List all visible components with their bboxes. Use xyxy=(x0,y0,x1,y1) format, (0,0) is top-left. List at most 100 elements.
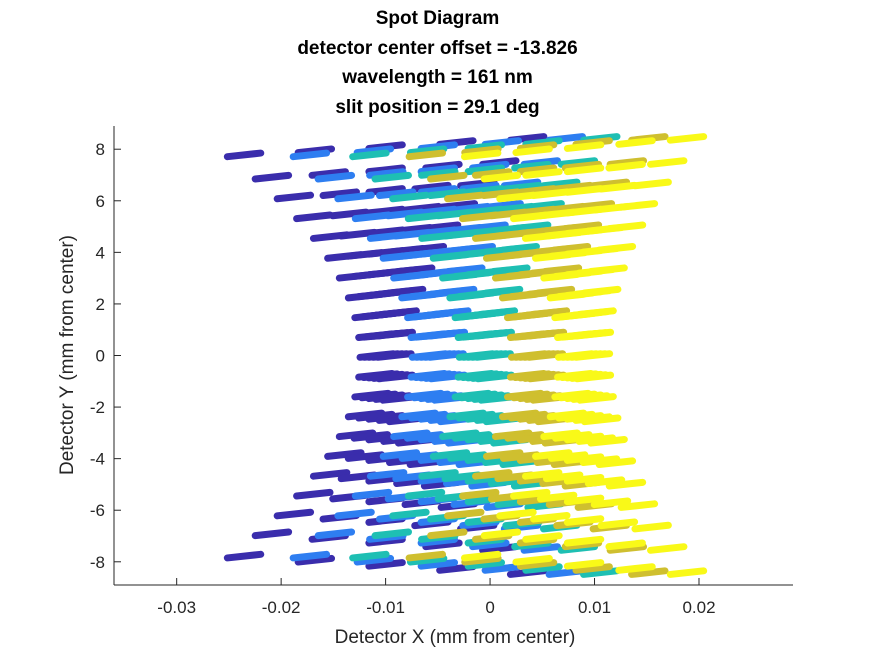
spot-dash xyxy=(365,185,406,196)
spot-dash xyxy=(516,141,558,152)
spot-dash xyxy=(631,521,672,533)
spot-dash xyxy=(293,488,334,500)
spot-dash xyxy=(329,208,370,220)
spot-dash xyxy=(499,242,540,254)
spot-dash xyxy=(375,328,416,340)
spot-dash xyxy=(445,264,486,276)
spot-dash xyxy=(293,211,334,223)
spot-dash xyxy=(334,191,375,203)
spot-dash xyxy=(534,285,576,297)
spot-dash xyxy=(344,451,386,462)
spot-dash xyxy=(605,160,646,172)
spot-dash xyxy=(461,145,502,157)
y-tick-label: 4 xyxy=(96,243,105,262)
spot-dash xyxy=(418,469,459,480)
spot-dash xyxy=(563,185,605,196)
spot-dash xyxy=(615,563,656,574)
x-tick-label: -0.02 xyxy=(262,598,301,617)
spot-dash xyxy=(496,508,537,520)
spot-dash xyxy=(589,178,631,190)
spot-dash xyxy=(431,307,472,318)
spot-dash xyxy=(496,191,537,203)
spot-dash xyxy=(563,559,605,570)
spot-dash xyxy=(365,205,406,217)
spot-dash xyxy=(563,494,605,506)
spot-dash xyxy=(351,211,393,223)
spot-dash xyxy=(394,264,436,276)
spot-dash xyxy=(314,528,356,540)
spot-dash xyxy=(411,181,452,193)
spot-dash xyxy=(447,451,488,462)
spot-dash xyxy=(406,145,448,157)
spot-dash xyxy=(468,221,509,233)
spot-dash xyxy=(427,328,469,340)
spot-dash xyxy=(482,285,524,297)
spot-dash xyxy=(472,469,513,480)
spot-dash xyxy=(628,567,669,578)
spot-dash xyxy=(529,307,571,318)
spot-dash xyxy=(606,157,648,168)
spot-dash xyxy=(511,160,552,172)
spot-dash xyxy=(420,221,462,233)
spot-dash xyxy=(617,500,659,511)
spot-dash xyxy=(459,181,500,193)
spot-dash xyxy=(379,449,421,460)
spot-dash xyxy=(561,160,603,172)
spot-dash xyxy=(522,137,563,148)
spot-dash xyxy=(464,185,506,196)
spot-dash xyxy=(520,543,562,554)
spot-dash xyxy=(647,543,688,554)
spot-dash xyxy=(580,414,622,426)
spot-dash xyxy=(474,371,515,383)
spot-dash xyxy=(353,145,395,157)
spot-dash xyxy=(251,171,293,183)
spot-dash xyxy=(450,202,491,214)
y-tick-label: -2 xyxy=(90,398,105,417)
spot-dash xyxy=(365,559,406,570)
spot-dash xyxy=(349,149,390,161)
spot-dash xyxy=(469,539,510,551)
spot-dash xyxy=(597,518,639,530)
spot-dash xyxy=(365,164,406,176)
spot-dash xyxy=(294,554,336,566)
spot-dash xyxy=(550,242,592,254)
spot-dash xyxy=(522,168,563,179)
spot-dash xyxy=(561,221,603,233)
spot-dash xyxy=(590,497,632,509)
spot-dash xyxy=(460,550,502,562)
spot-dash xyxy=(464,164,506,176)
spot-dash xyxy=(572,350,614,361)
chart-title-line-2: detector center offset = -13.826 xyxy=(297,38,578,59)
spot-dash xyxy=(474,328,515,340)
spot-dash xyxy=(319,188,360,200)
spot-dash xyxy=(477,307,519,318)
spot-dash xyxy=(617,200,659,211)
spot-dash xyxy=(455,242,496,254)
spot-dash xyxy=(444,191,485,203)
spot-dash xyxy=(389,191,430,203)
spot-dash xyxy=(574,200,616,211)
spot-dash xyxy=(530,188,571,200)
spot-dash xyxy=(510,488,551,500)
spot-dash xyxy=(417,559,459,570)
spot-dash xyxy=(595,457,637,469)
spot-dash xyxy=(563,164,605,176)
x-tick-label: 0.01 xyxy=(578,598,611,617)
spot-dash xyxy=(251,528,293,540)
spot-dash xyxy=(512,145,553,157)
spot-dash xyxy=(417,185,459,196)
spot-dash xyxy=(615,137,656,148)
spot-dash xyxy=(553,181,594,193)
spot-dash xyxy=(417,535,459,547)
spot-dash xyxy=(483,449,524,460)
spot-dash xyxy=(273,191,315,203)
spot-dash xyxy=(541,264,583,276)
spot-dash xyxy=(459,488,500,500)
spot-dash xyxy=(384,208,426,220)
spot-dash xyxy=(375,371,416,383)
spot-dash xyxy=(436,285,478,297)
spot-dash xyxy=(464,141,506,152)
spot-dash xyxy=(584,476,626,488)
spot-dash xyxy=(427,171,468,183)
